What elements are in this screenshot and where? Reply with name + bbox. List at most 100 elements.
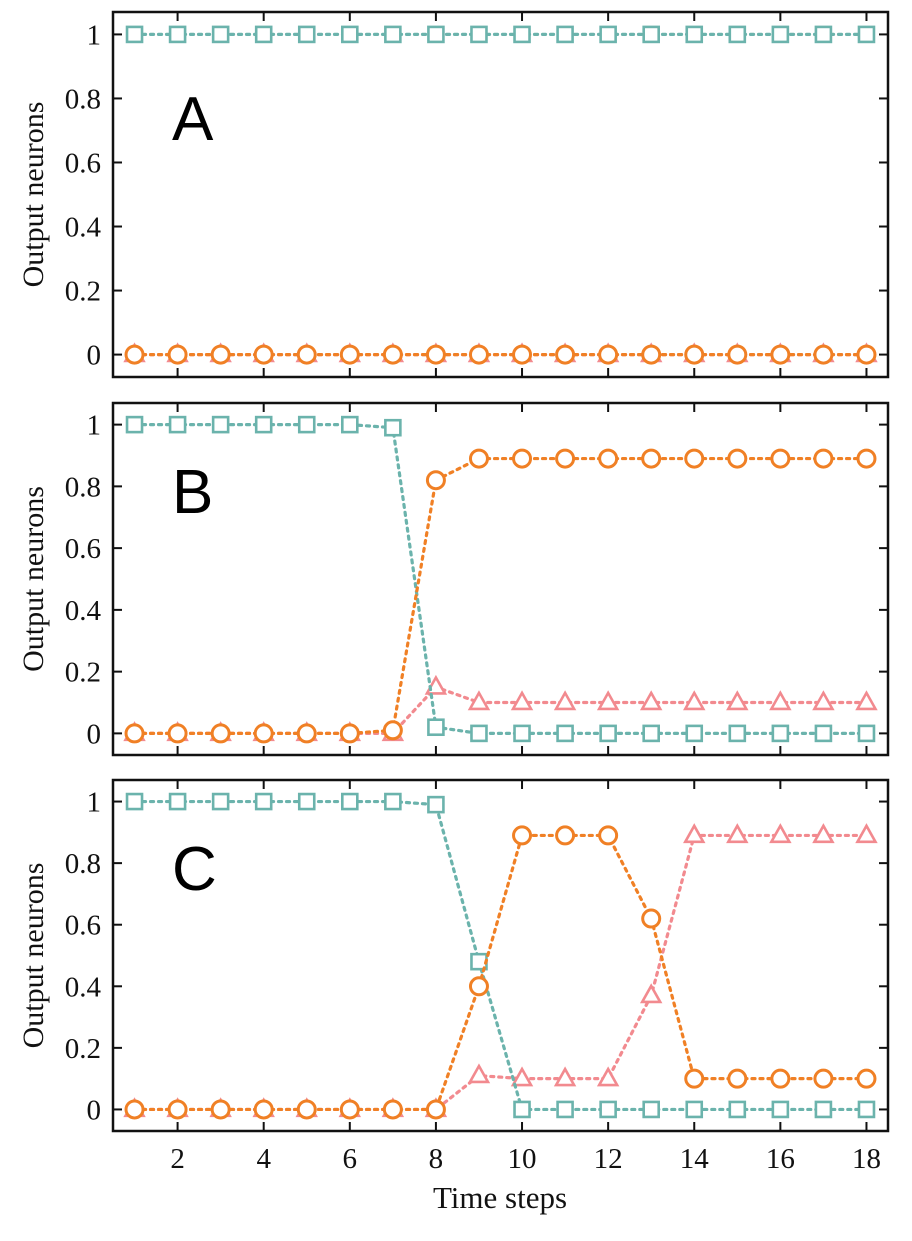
y-tick-label: 0.6	[65, 147, 101, 179]
data-point-square	[771, 25, 790, 44]
panel-a: 0 0.2 0.4 0.6 0.8 1 Output neurons A	[17, 10, 890, 379]
data-point-circle	[382, 720, 403, 741]
x-tick-label: 4	[256, 1143, 271, 1175]
data-point-triangle	[596, 1066, 620, 1087]
data-point-square	[642, 1100, 660, 1119]
data-point-circle	[339, 344, 360, 365]
data-point-circle	[339, 1099, 360, 1120]
data-point-circle	[555, 825, 576, 846]
data-point-square	[125, 25, 144, 44]
data-point-circle	[813, 344, 834, 365]
panel-label: A	[172, 85, 214, 154]
series-triangle	[123, 342, 878, 363]
y-tick-label: 1	[87, 410, 102, 442]
data-point-square	[599, 1100, 617, 1119]
data-point-square	[599, 25, 617, 44]
data-point-square	[599, 724, 617, 743]
x-tick-label: 12	[594, 1143, 623, 1175]
data-point-circle	[296, 344, 317, 365]
data-point-circle	[425, 344, 446, 365]
data-point-square	[168, 415, 187, 434]
data-point-triangle	[726, 823, 749, 844]
data-point-square	[728, 724, 747, 743]
data-point-triangle	[812, 690, 835, 711]
data-point-triangle	[639, 983, 663, 1004]
data-point-square	[814, 1100, 833, 1119]
data-point-circle	[382, 1099, 403, 1120]
data-point-square	[513, 25, 531, 44]
data-point-triangle	[596, 690, 620, 711]
data-point-square	[728, 25, 747, 44]
series-line-circle	[132, 833, 869, 1112]
data-point-square	[384, 792, 402, 811]
data-point-circle	[124, 344, 145, 365]
data-point-circle	[813, 1068, 834, 1089]
x-tick-label: 6	[343, 1143, 358, 1175]
data-point-square	[513, 1100, 531, 1119]
data-point-triangle	[855, 823, 878, 844]
data-point-circle	[641, 908, 662, 929]
panel-b: 0 0.2 0.4 0.6 0.8 1 Output neurons B	[17, 401, 890, 757]
series-line-square	[132, 423, 869, 735]
data-point-square	[685, 1100, 704, 1119]
data-point-circle	[339, 723, 360, 744]
y-tick-label: 0.4	[65, 971, 102, 1003]
data-point-circle	[296, 723, 317, 744]
data-point-triangle	[812, 823, 835, 844]
data-point-triangle	[855, 690, 878, 711]
data-point-square	[857, 724, 876, 743]
data-point-square	[297, 415, 316, 434]
data-point-square	[211, 792, 230, 811]
series-square	[125, 792, 876, 1119]
data-point-square	[857, 25, 876, 44]
data-point-triangle	[683, 823, 706, 844]
data-point-square	[427, 795, 445, 814]
series-line-triangle	[132, 685, 869, 735]
data-point-circle	[813, 448, 834, 469]
data-point-circle	[641, 448, 662, 469]
data-point-circle	[684, 344, 705, 365]
data-point-circle	[167, 344, 188, 365]
y-tick-label: 0	[87, 1094, 102, 1126]
data-point-square	[728, 1100, 747, 1119]
data-point-circle	[641, 344, 662, 365]
data-point-square	[297, 792, 316, 811]
y-tick-label: 0.2	[65, 657, 101, 689]
data-point-square	[814, 724, 833, 743]
data-point-circle	[770, 1068, 791, 1089]
data-point-triangle	[769, 690, 792, 711]
x-tick-label: 2	[170, 1143, 185, 1175]
data-point-square	[384, 25, 402, 44]
data-point-square	[556, 1100, 574, 1119]
data-point-circle	[598, 344, 619, 365]
plot-frame	[111, 401, 890, 757]
y-axis-label: Output neurons	[17, 102, 50, 288]
y-tick-label: 1	[87, 19, 102, 51]
series-circle	[124, 448, 877, 744]
y-axis-label: Output neurons	[17, 863, 50, 1049]
data-point-square	[642, 25, 660, 44]
data-point-circle	[468, 448, 489, 469]
data-point-square	[513, 724, 531, 743]
data-point-triangle	[510, 690, 534, 711]
data-point-square	[254, 25, 273, 44]
x-tick-label: 8	[429, 1143, 444, 1175]
x-tick-label: 18	[852, 1143, 881, 1175]
data-point-square	[254, 415, 273, 434]
data-point-square	[168, 792, 187, 811]
series-square	[125, 415, 876, 743]
data-point-square	[341, 415, 359, 434]
data-point-square	[211, 25, 230, 44]
data-point-triangle	[683, 690, 706, 711]
y-tick-label: 0.6	[65, 910, 101, 942]
data-point-circle	[727, 448, 748, 469]
data-point-circle	[167, 723, 188, 744]
data-point-circle	[770, 448, 791, 469]
data-point-circle	[253, 344, 274, 365]
series-circle	[124, 344, 877, 365]
data-point-square	[125, 792, 144, 811]
plot-frame	[111, 778, 890, 1133]
data-point-square	[125, 415, 144, 434]
data-point-square	[771, 724, 790, 743]
